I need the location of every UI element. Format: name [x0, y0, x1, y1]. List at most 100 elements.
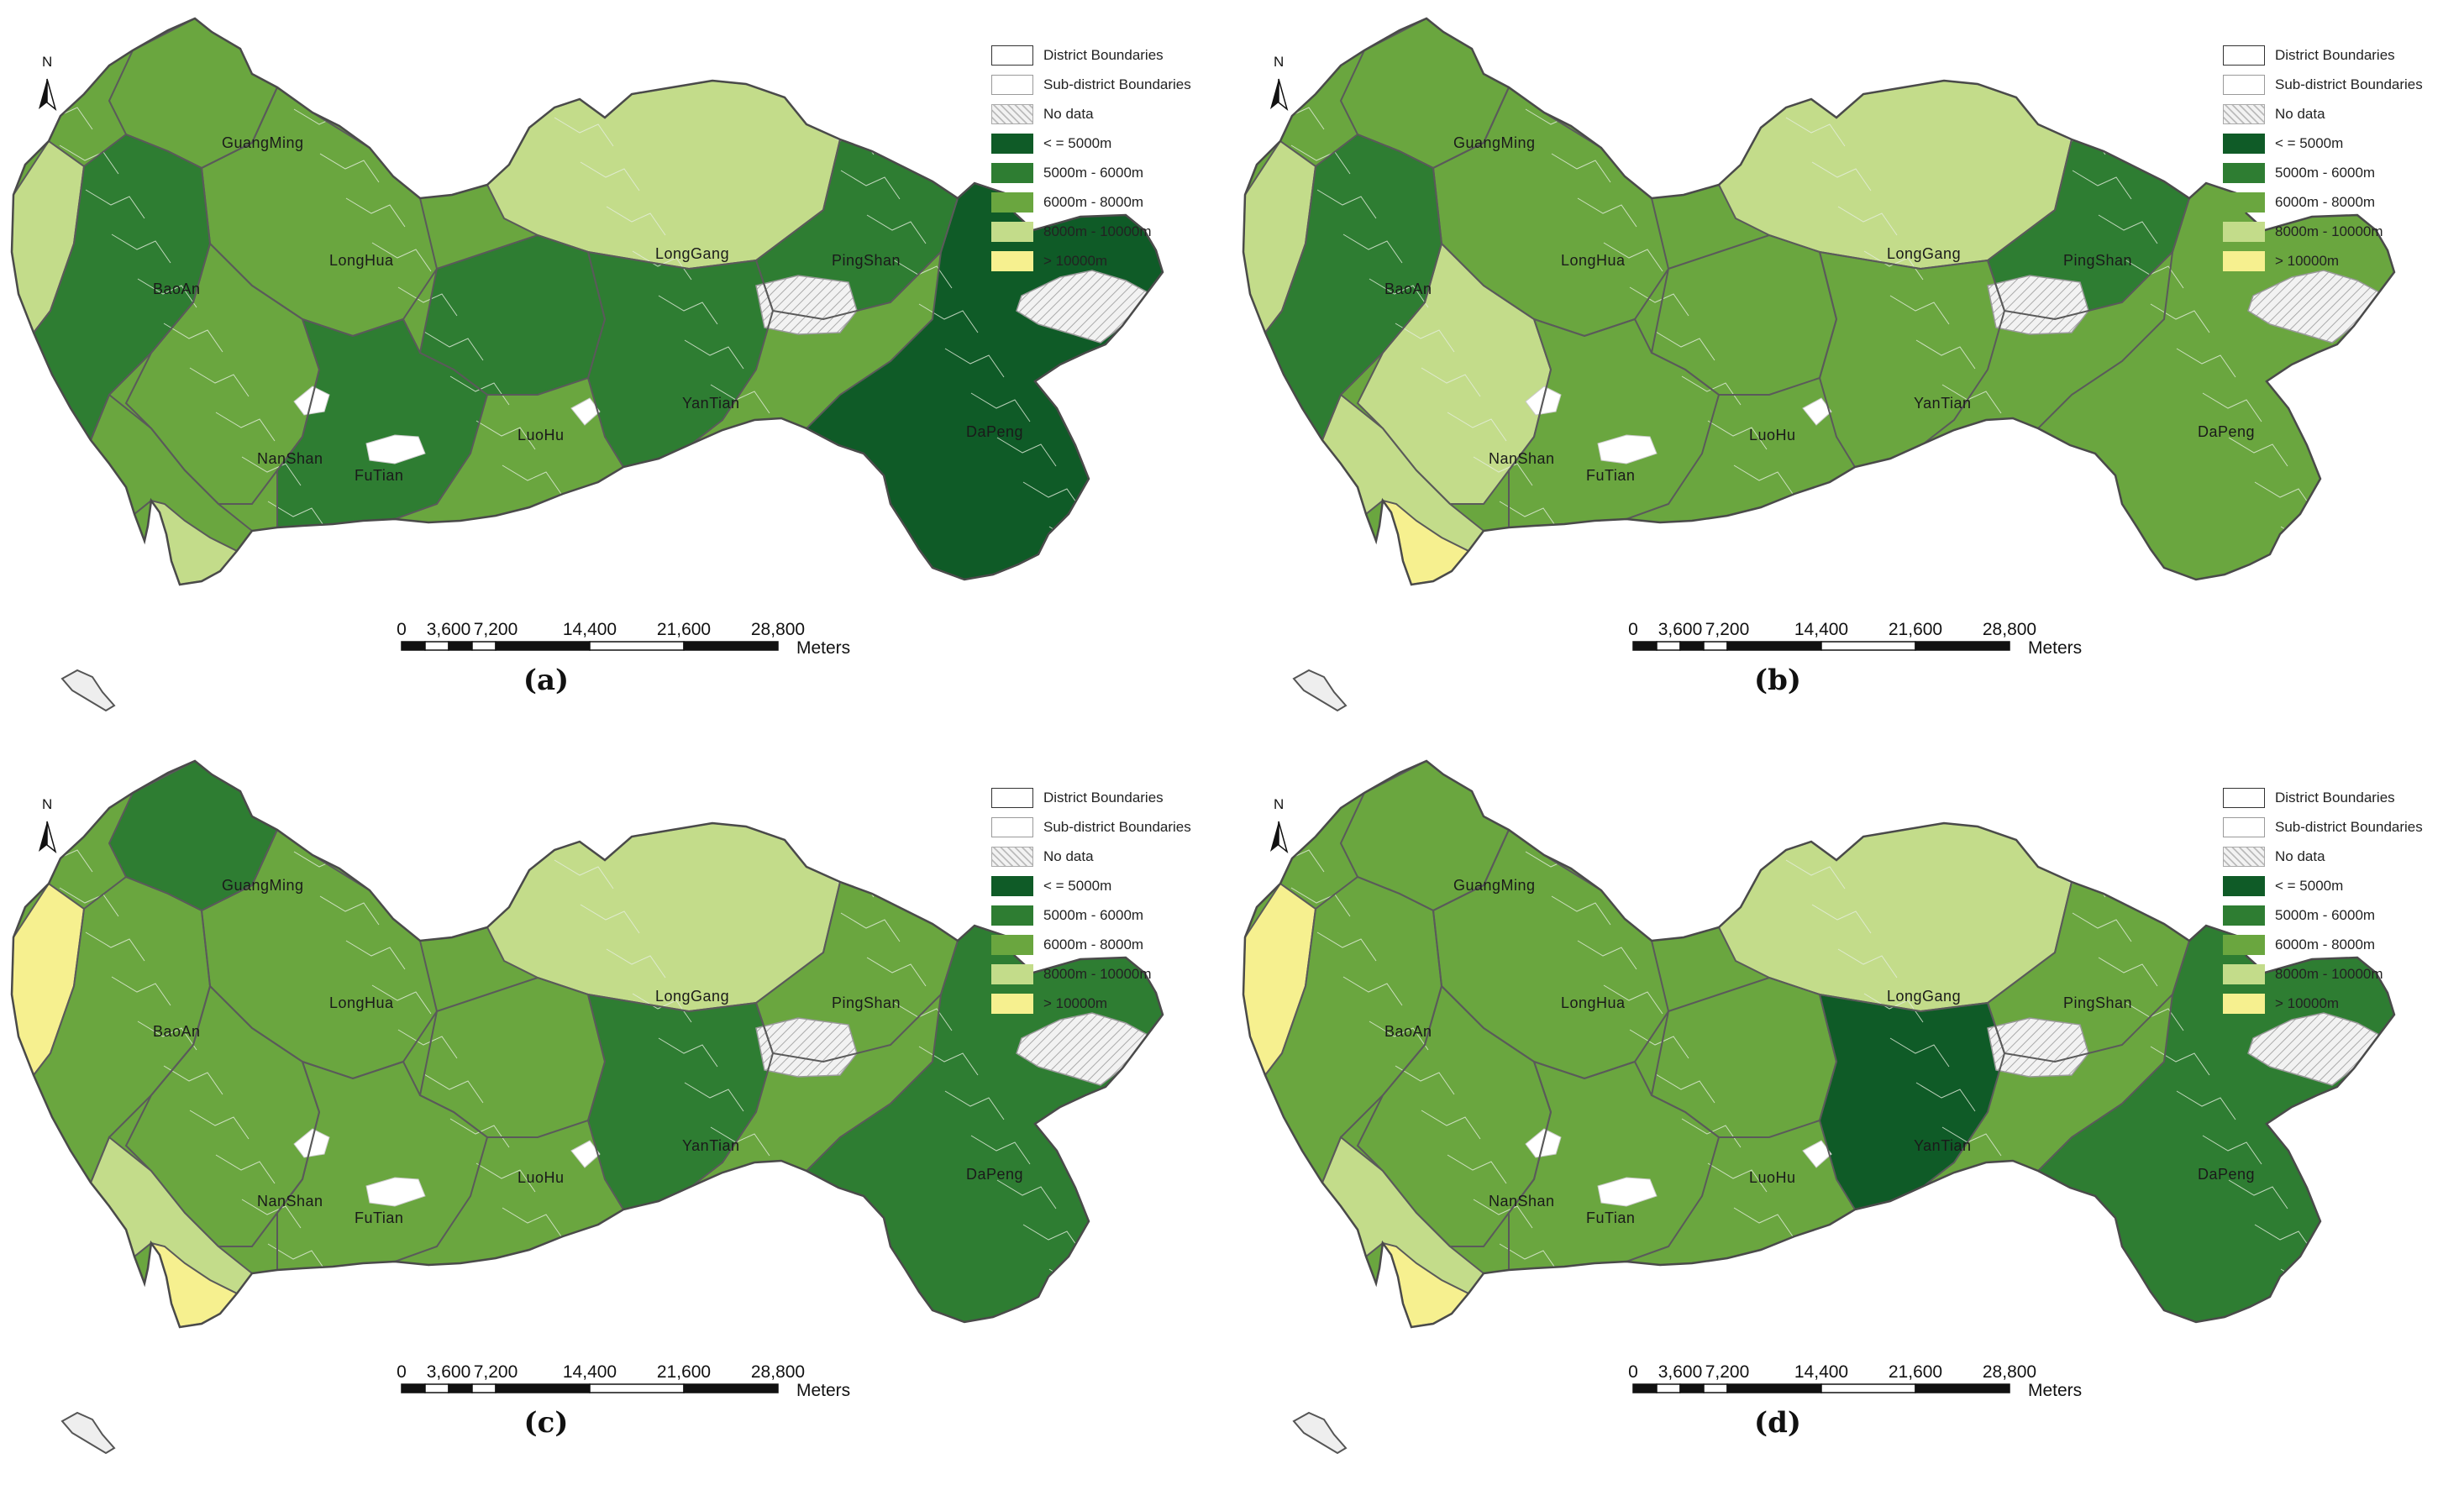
subdistrict-boundary — [423, 1073, 484, 1104]
legend-swatch — [991, 134, 1033, 154]
subdistrict-boundary — [1968, 1171, 2028, 1201]
subdistrict-boundary — [1421, 367, 1481, 397]
legend-item-subdistrict: Sub-district Boundaries — [991, 71, 1227, 101]
panel-label: (c) — [523, 1406, 569, 1440]
district-label-yantian: YanTian — [1914, 395, 1972, 412]
legend-swatch — [2223, 994, 2265, 1014]
scale-tick-label: 7,200 — [1705, 1362, 1750, 1382]
district-label-luohu: LuoHu — [1749, 1169, 1796, 1186]
legend-label: 5000m - 6000m — [2275, 907, 2376, 923]
scale-unit: Meters — [796, 1381, 851, 1400]
subdistrict-boundary — [1342, 234, 1403, 264]
legend-item-class3: 6000m - 8000m — [2223, 931, 2458, 961]
subdistrict-boundary — [2124, 1001, 2184, 1031]
legend-label: District Boundaries — [2275, 790, 2395, 805]
legend-label: 6000m - 8000m — [2275, 937, 2376, 952]
legend-item-class1: < = 5000m — [2223, 873, 2458, 902]
legend-item-class4: 8000m - 10000m — [991, 961, 1227, 990]
scale-tick-label: 21,600 — [656, 620, 712, 639]
district-label-yantian: YanTian — [682, 395, 740, 412]
subdistrict-boundary — [1603, 984, 1663, 1015]
legend-swatch — [991, 994, 1033, 1014]
subdistrict-boundary — [1369, 1021, 1429, 1051]
reservoir — [1597, 434, 1658, 464]
north-label: N — [1274, 54, 1285, 70]
legend-swatch — [2223, 222, 2265, 242]
scale-tick-label: 7,200 — [473, 1362, 518, 1382]
subdistrict-boundary — [397, 286, 458, 317]
subdistrict-boundary — [423, 331, 484, 361]
subdistrict-boundary — [1707, 1162, 1768, 1193]
legend-label: 6000m - 8000m — [2275, 194, 2376, 210]
subdistrict-boundary — [2020, 1260, 2080, 1290]
legend-swatch — [2223, 251, 2265, 271]
district-label-yantian: YanTian — [682, 1137, 740, 1154]
subdistrict-boundary — [2254, 1224, 2314, 1254]
scale-tick-label: 7,200 — [1705, 620, 1750, 639]
district-label-nanshan: NanShan — [257, 450, 323, 467]
scale-tick-label: 14,400 — [1794, 620, 1849, 639]
legend-label: District Boundaries — [2275, 47, 2395, 63]
scale-bar-segment — [683, 641, 779, 651]
legend-label: No data — [1043, 106, 1094, 122]
subdistrict-boundary — [163, 323, 223, 353]
scale-tick-label: 3,600 — [426, 620, 471, 639]
subdistrict-boundary — [1941, 384, 2002, 414]
subdistrict-boundary — [2124, 259, 2184, 289]
reservoir — [1802, 397, 1832, 426]
subdistrict-boundary — [2176, 1090, 2236, 1120]
legend-swatch — [2223, 104, 2265, 124]
district-label-nanshan: NanShan — [1489, 450, 1555, 467]
subdistrict-boundary — [762, 1215, 822, 1246]
no-data-area — [1987, 1017, 2089, 1078]
legend-item-class4: 8000m - 10000m — [991, 218, 1227, 248]
district-label-futian: FuTian — [355, 1210, 404, 1226]
north-arrow-icon — [1278, 78, 1289, 112]
district-label-longhua: LongHua — [329, 994, 394, 1011]
legend-label: < = 5000m — [1043, 135, 1112, 151]
subdistrict-boundary — [1785, 859, 1846, 889]
district-label-pingshan: PingShan — [2063, 994, 2133, 1011]
legend-swatch — [2223, 964, 2265, 984]
legend: District Boundaries Sub-district Boundari… — [2223, 42, 2458, 277]
panel-label: (a) — [523, 664, 570, 697]
subdistrict-boundary — [892, 1001, 953, 1031]
scale-bar-segment — [1915, 641, 2010, 651]
legend-label: Sub-district Boundaries — [1043, 819, 1191, 835]
district-label-longhua: LongHua — [1561, 252, 1626, 269]
district-label-dapeng: DaPeng — [966, 1166, 1024, 1183]
legend-item-class2: 5000m - 6000m — [991, 902, 1227, 931]
district-label-baoan: BaoAn — [153, 1023, 201, 1040]
subdistrict-boundary — [137, 1021, 197, 1051]
subdistrict-boundary — [1889, 295, 1950, 325]
legend-item-class3: 6000m - 8000m — [991, 189, 1227, 218]
legend-swatch — [991, 251, 1033, 271]
subdistrict-boundary — [163, 1065, 223, 1095]
coastline — [10, 759, 1164, 1329]
island — [1292, 669, 1348, 712]
map-panel-d: District Boundaries Sub-district Boundari… — [1232, 742, 2463, 1485]
legend-item-class3: 6000m - 8000m — [991, 931, 1227, 961]
subdistrict-boundary — [710, 384, 770, 414]
district-label-nanshan: NanShan — [257, 1193, 323, 1210]
scale-tick-label: 3,600 — [426, 1362, 471, 1382]
subdistrict-boundary — [345, 197, 406, 228]
subdistrict-boundary — [189, 1110, 250, 1140]
north-arrow-icon — [39, 79, 47, 109]
legend-swatch — [2223, 905, 2265, 926]
subdistrict-boundary — [684, 1082, 744, 1112]
subdistrict-boundary — [2098, 957, 2158, 987]
subdistrict-boundary — [944, 1090, 1005, 1120]
subdistrict-boundary — [1759, 509, 1820, 539]
subdistrict-boundary — [788, 1260, 848, 1290]
subdistrict-boundary — [1316, 931, 1377, 962]
subdistrict-boundary — [840, 170, 901, 200]
district-label-longhua: LongHua — [1561, 994, 1626, 1011]
subdistrict-boundary — [1733, 1207, 1794, 1237]
subdistrict-boundary — [1733, 464, 1794, 495]
legend: District Boundaries Sub-district Boundari… — [991, 784, 1227, 1020]
legend-label: 8000m - 10000m — [2275, 966, 2383, 982]
subdistrict-boundary — [970, 392, 1031, 422]
subdistrict-boundary — [1577, 197, 1637, 228]
